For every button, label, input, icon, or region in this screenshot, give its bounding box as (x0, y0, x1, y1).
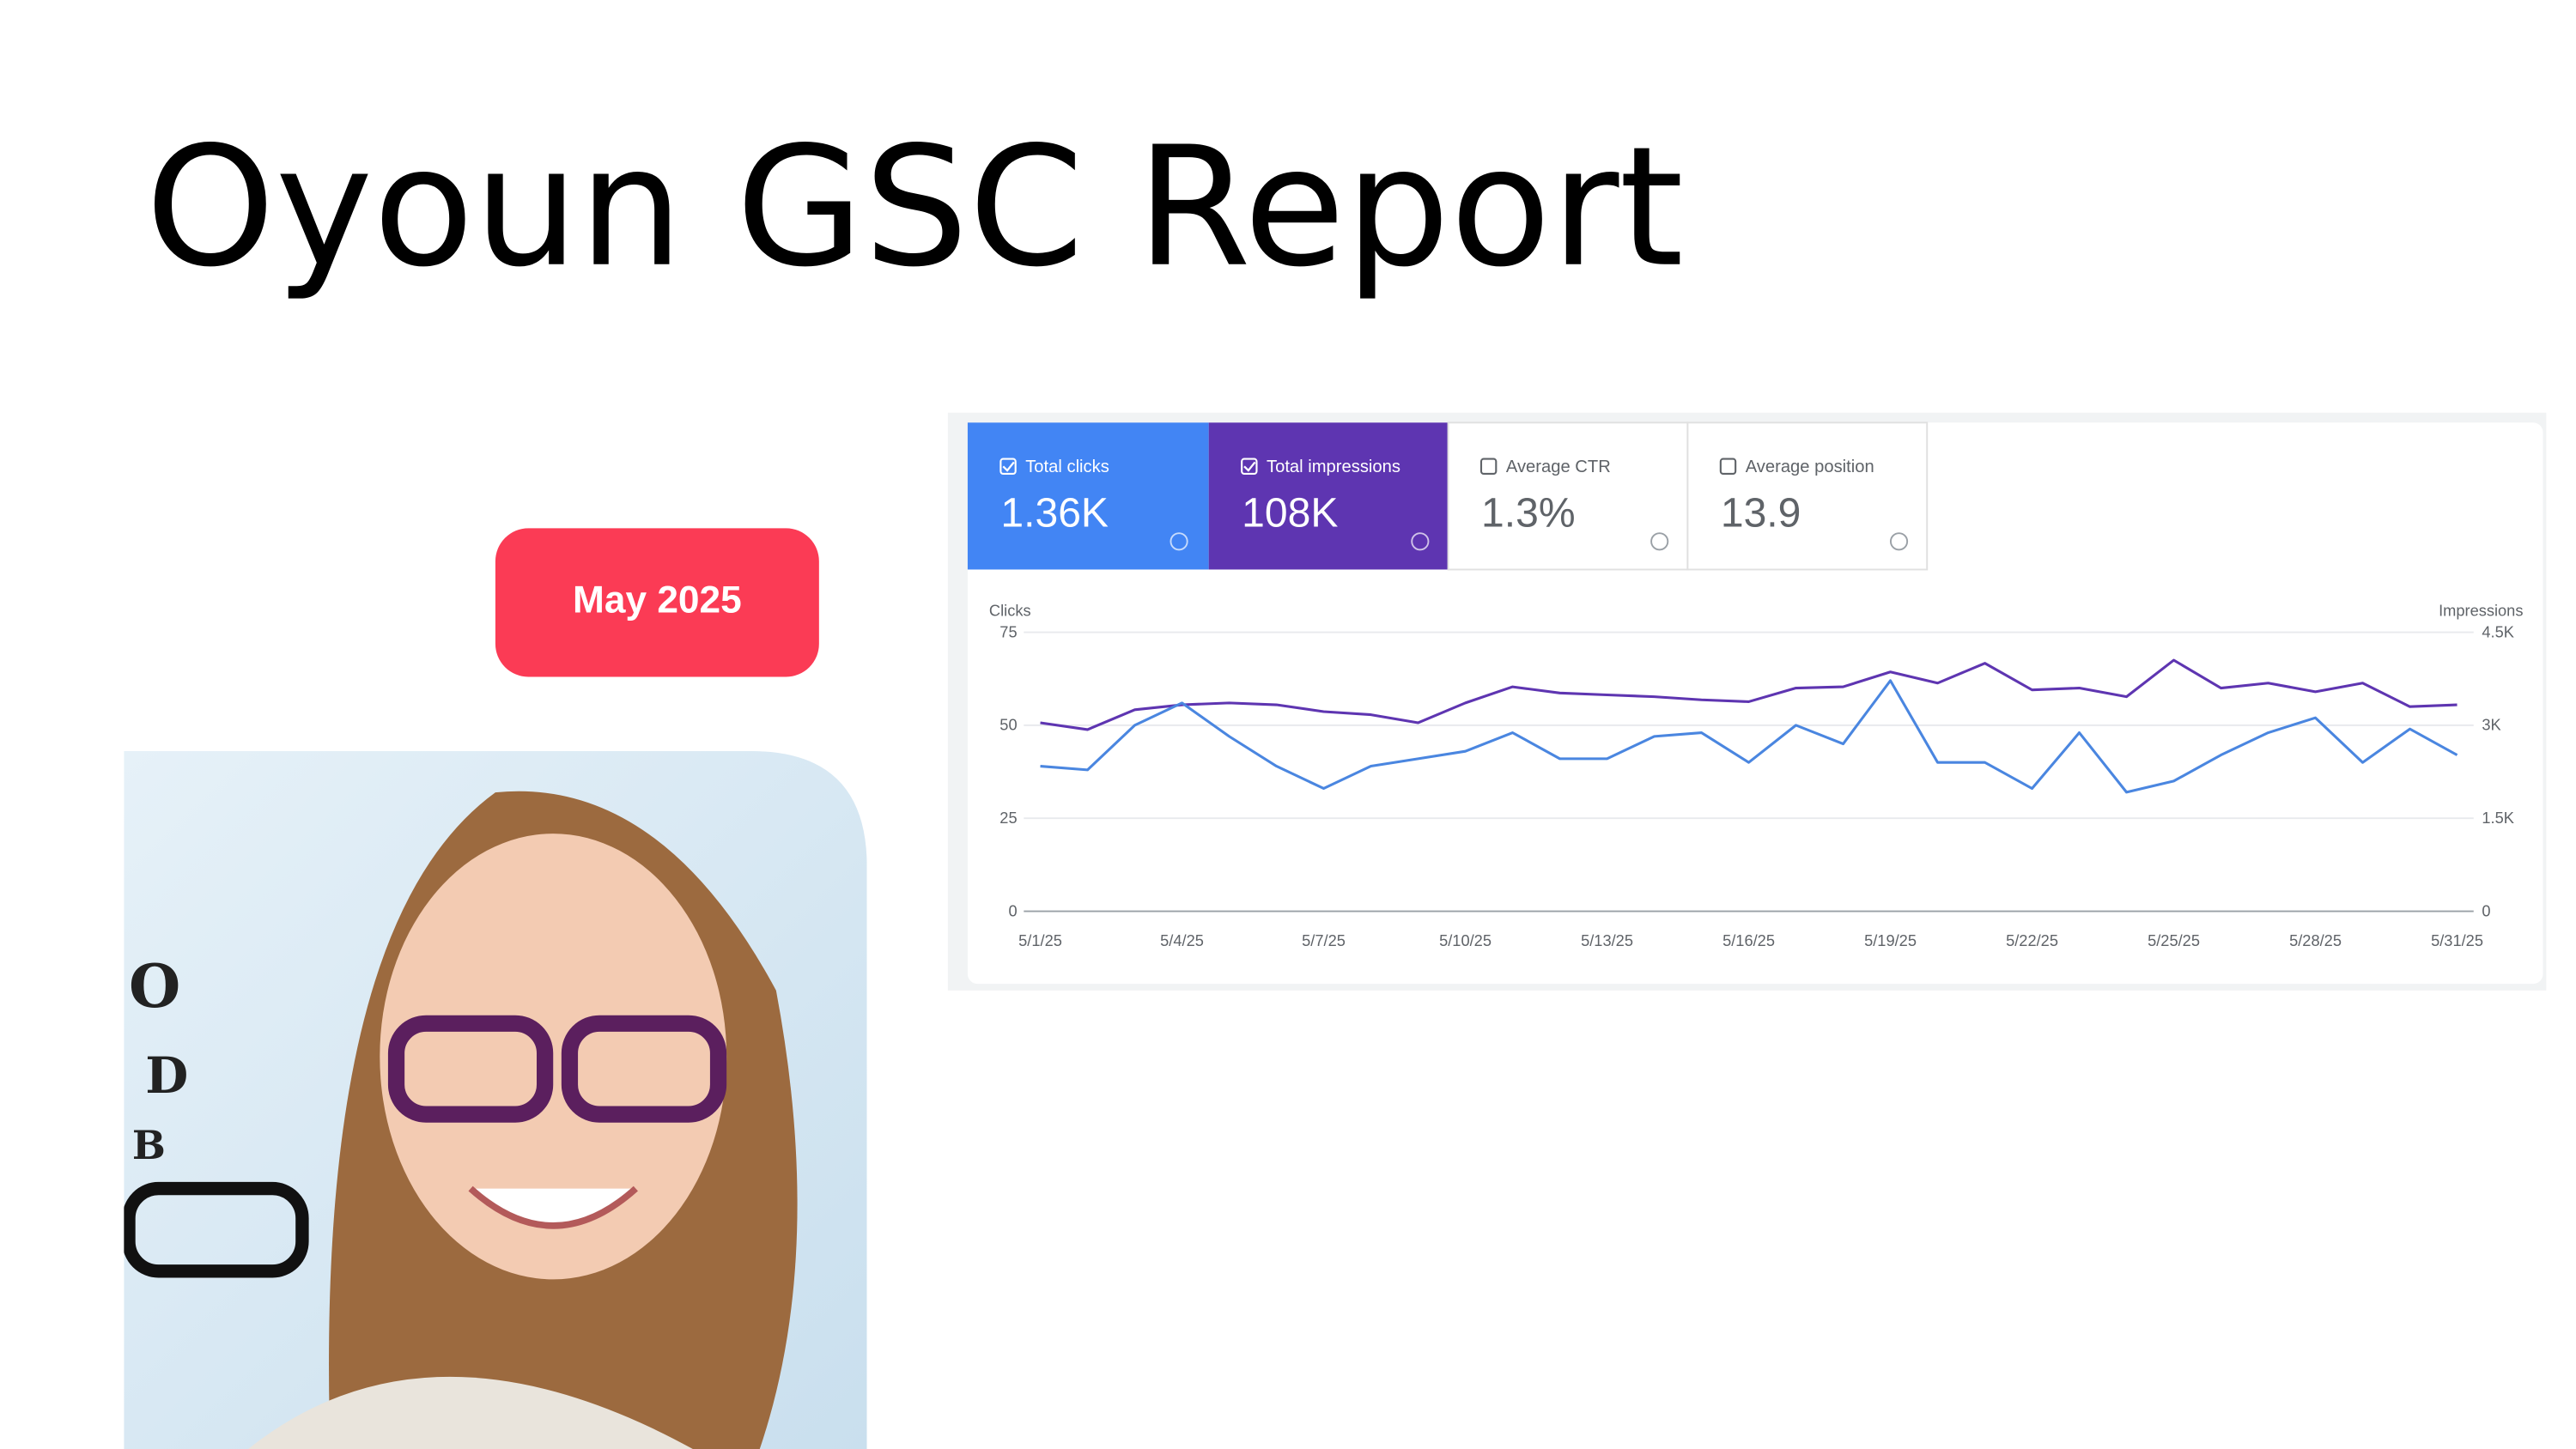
checkmark (1243, 461, 1256, 472)
svg-text:D: D (145, 1046, 188, 1105)
slide-title: Oyoun GSC Report (145, 112, 1684, 304)
y2-tick-label: 4.5K (2482, 622, 2514, 640)
metric-card[interactable] (967, 422, 1209, 570)
y-axis-title: Clicks (989, 601, 1031, 619)
x-tick-label: 5/16/25 (1722, 931, 1775, 949)
metric-card[interactable] (1208, 422, 1449, 570)
x-tick-label: 5/13/25 (1581, 931, 1633, 949)
y-tick-label: 25 (999, 809, 1017, 827)
svg-text:B: B (132, 1122, 166, 1168)
x-tick-label: 5/28/25 (2289, 931, 2342, 949)
y2-axis-title: Impressions (2439, 601, 2523, 619)
metric-label: Average position (1746, 458, 1874, 476)
metric-label: Average CTR (1506, 458, 1611, 476)
metric-label: Total impressions (1267, 458, 1400, 476)
help-icon (1889, 532, 1909, 551)
x-tick-label: 5/1/25 (1018, 931, 1062, 949)
date-badge (495, 528, 819, 677)
checkbox (1719, 458, 1737, 475)
y2-tick-label: 0 (2482, 901, 2490, 919)
series-line (1040, 679, 2458, 794)
help-icon (1411, 532, 1430, 551)
metric-label: Total clicks (1025, 458, 1109, 476)
y2-tick-label: 1.5K (2482, 809, 2514, 827)
x-tick-label: 5/22/25 (2006, 931, 2058, 949)
x-tick-label: 5/7/25 (1302, 931, 1346, 949)
metric-value: 13.9 (1721, 489, 1801, 536)
y2-tick-label: 3K (2482, 716, 2500, 734)
checkbox (1241, 458, 1258, 475)
help-icon (1170, 532, 1188, 551)
metric-value: 1.3% (1481, 489, 1576, 536)
series-line (1040, 658, 2458, 731)
photo: O D B (124, 751, 867, 1449)
metric-value: 108K (1242, 489, 1338, 536)
x-tick-label: 5/4/25 (1160, 931, 1204, 949)
svg-text:O: O (129, 952, 180, 1022)
checkbox (1479, 458, 1498, 475)
metric-card[interactable] (1686, 421, 1929, 571)
y-tick-label: 75 (999, 622, 1017, 640)
help-icon (1650, 532, 1669, 551)
checkmark (1002, 461, 1015, 472)
x-tick-label: 5/25/25 (2148, 931, 2200, 949)
metric-value: 1.36K (1000, 489, 1109, 536)
x-tick-label: 5/10/25 (1439, 931, 1492, 949)
x-tick-label: 5/19/25 (1864, 931, 1917, 949)
y-tick-label: 0 (1008, 901, 1017, 919)
date-badge-text: May 2025 (573, 579, 742, 621)
checkbox (999, 458, 1017, 475)
y-tick-label: 50 (999, 716, 1017, 734)
x-tick-label: 5/31/25 (2431, 931, 2483, 949)
